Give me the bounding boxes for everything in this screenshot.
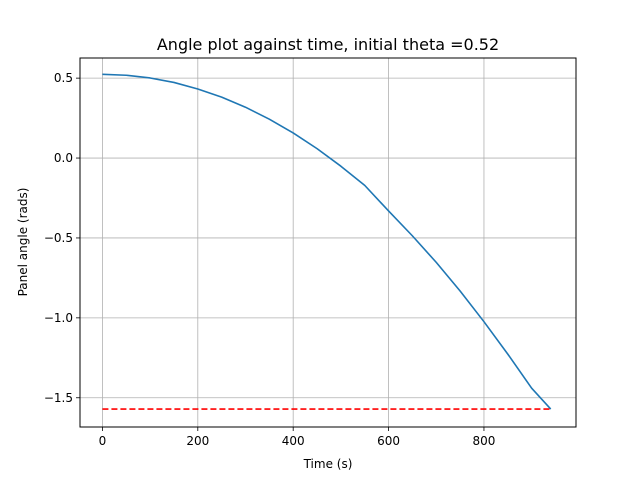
series-lines — [102, 73, 552, 410]
y-tick-label: −0.5 — [44, 231, 73, 245]
plot-area-frame — [79, 57, 577, 428]
y-tick-label: 0.5 — [54, 71, 73, 85]
grid-lines — [80, 58, 576, 427]
x-axis-label: Time (s) — [303, 457, 353, 471]
y-axis-label: Panel angle (rads) — [16, 188, 30, 297]
x-tick-label: 800 — [473, 434, 496, 448]
x-tick-label: 200 — [186, 434, 209, 448]
y-tick-label: 0.0 — [54, 151, 73, 165]
x-tick-label: 0 — [99, 434, 107, 448]
chart-title: Angle plot against time, initial theta =… — [157, 35, 499, 54]
y-tick-label: −1.5 — [44, 391, 73, 405]
axis-ticks: 0 200 400 600 800 0.5 0.0 −0.5 −1.0 −1.5 — [44, 71, 496, 448]
x-tick-label: 400 — [282, 434, 305, 448]
series-line-1 — [102, 73, 552, 410]
x-tick-label: 600 — [377, 434, 400, 448]
y-tick-label: −1.0 — [44, 311, 73, 325]
